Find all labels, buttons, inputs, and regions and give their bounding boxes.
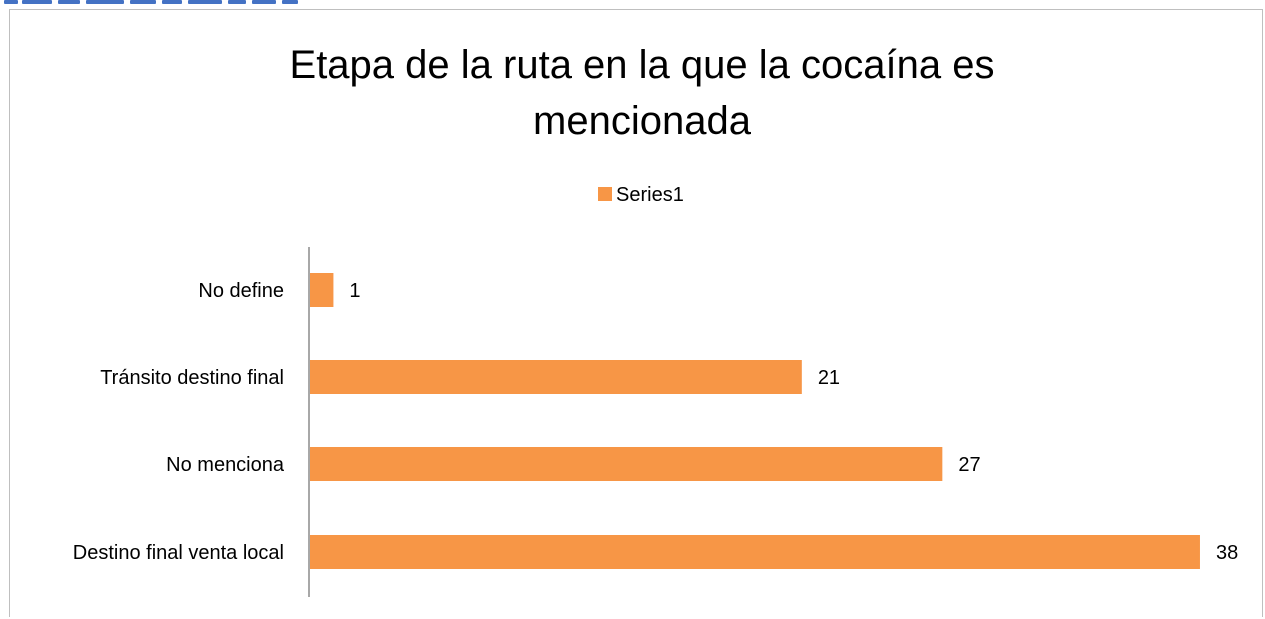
bar-destino-final-venta-local <box>310 535 1200 569</box>
legend: Series1 <box>598 184 684 206</box>
legend-swatch-series1 <box>598 187 612 201</box>
category-label-no-define: No define <box>198 280 284 302</box>
bars-group <box>310 273 1200 569</box>
value-label-no-menciona: 27 <box>958 454 980 476</box>
category-labels-group: No define Tránsito destino final No mencio… <box>73 280 285 564</box>
value-labels-group: 1 21 27 38 <box>349 280 1238 564</box>
category-label-destino-final-venta-local: Destino final venta local <box>73 542 284 564</box>
chart-title-line-2: mencionada <box>533 99 752 143</box>
value-label-transito-destino-final: 21 <box>818 367 840 389</box>
bar-no-define <box>310 273 334 307</box>
legend-label-series1: Series1 <box>616 184 684 206</box>
category-label-transito-destino-final: Tránsito destino final <box>100 367 284 389</box>
chart-title-line-1: Etapa de la ruta en la que la cocaína es <box>290 43 995 87</box>
bar-no-menciona <box>310 447 943 481</box>
value-label-no-define: 1 <box>349 280 360 302</box>
bar-transito-destino-final <box>310 360 802 394</box>
top-header-strip <box>0 0 1265 10</box>
chart-frame <box>9 9 1263 617</box>
category-label-no-menciona: No menciona <box>166 454 285 476</box>
value-label-destino-final-venta-local: 38 <box>1216 542 1238 564</box>
